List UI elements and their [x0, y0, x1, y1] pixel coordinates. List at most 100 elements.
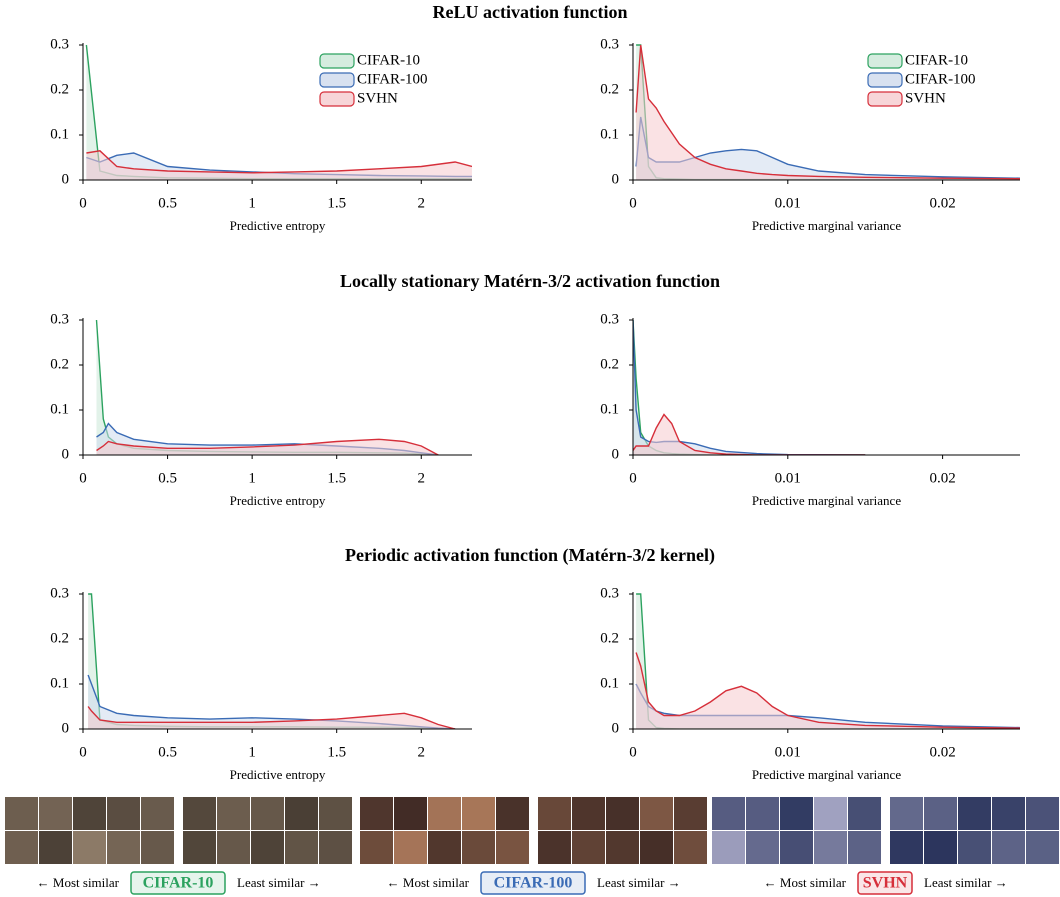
dataset-name: CIFAR-100 [494, 875, 573, 892]
thumbnail [958, 831, 991, 864]
legend-label: SVHN [357, 90, 398, 106]
x-tick-label: 0.02 [929, 744, 955, 760]
thumbnail [462, 831, 495, 864]
thumbnail [319, 831, 352, 864]
y-tick-label: 0.2 [600, 81, 619, 97]
thumbnail [848, 831, 881, 864]
x-tick-label: 1 [248, 195, 256, 211]
thumbnail [606, 831, 639, 864]
x-axis-label: Predictive marginal variance [752, 218, 901, 233]
y-tick-label: 0.3 [50, 585, 69, 601]
x-tick-label: 0 [79, 744, 87, 760]
thumbnail [73, 797, 106, 830]
y-tick-label: 0 [612, 720, 620, 736]
y-tick-label: 0.1 [50, 126, 69, 142]
thumbnail [39, 797, 72, 830]
area [636, 594, 1020, 729]
dataset-box [130, 871, 226, 895]
least-similar: Least similar → [237, 875, 321, 890]
x-tick-label: 0 [79, 195, 87, 211]
y-tick-label: 0.3 [600, 311, 619, 327]
thumbnail [674, 797, 707, 830]
x-axis-label: Predictive marginal variance [752, 493, 901, 508]
dataset-name: CIFAR-10 [143, 875, 214, 892]
area [636, 45, 1020, 180]
plot [633, 319, 866, 455]
x-tick-label: 0.01 [775, 470, 801, 486]
area [96, 439, 439, 455]
thumbnail [890, 831, 923, 864]
least-similar: Least similar → [924, 875, 1008, 890]
thumbnail [462, 797, 495, 830]
x-axis-label: Predictive entropy [230, 493, 326, 508]
line [95, 319, 439, 455]
thumbnail [285, 797, 318, 830]
thumbnail [890, 797, 923, 830]
thumbnail [640, 797, 673, 830]
thumbnail [674, 831, 707, 864]
x-tick-label: 1 [248, 744, 256, 760]
thumbnail [1026, 831, 1059, 864]
plot [87, 593, 456, 729]
x-tick-label: 2 [418, 470, 426, 486]
area [633, 414, 866, 455]
x-tick-label: 0.5 [158, 195, 177, 211]
legend-swatch [319, 91, 355, 107]
legend-label: SVHN [905, 90, 946, 106]
y-tick-label: 0 [62, 171, 70, 187]
thumbnail [572, 797, 605, 830]
thumbnail [496, 797, 529, 830]
line [87, 706, 456, 729]
x-axis-label: Predictive entropy [230, 767, 326, 782]
y-tick-label: 0.1 [600, 675, 619, 691]
thumbnail [141, 831, 174, 864]
thumbnail [640, 831, 673, 864]
x-tick-label: 2 [418, 744, 426, 760]
thumbnail [39, 831, 72, 864]
most-similar: ← Most similar [37, 875, 120, 890]
y-tick-label: 0 [62, 720, 70, 736]
x-tick-label: 0.02 [929, 195, 955, 211]
thumbnail [538, 797, 571, 830]
x-tick-label: 0.02 [929, 470, 955, 486]
y-tick-label: 0 [612, 171, 620, 187]
area [88, 594, 456, 729]
thumbnail [217, 797, 250, 830]
line [96, 438, 439, 455]
legend-swatch [867, 72, 903, 88]
y-tick-label: 0.3 [600, 36, 619, 52]
x-tick-label: 1.5 [327, 744, 346, 760]
line [636, 593, 1020, 729]
legend-swatch [867, 53, 903, 69]
area [86, 150, 472, 180]
thumbnail [712, 831, 745, 864]
line [635, 652, 1020, 729]
thumbnail [183, 831, 216, 864]
y-tick-label: 0 [612, 446, 620, 462]
y-tick-label: 0.2 [600, 630, 619, 646]
legend-label: CIFAR-10 [905, 52, 968, 68]
thumbnail [5, 831, 38, 864]
x-axis-label: Predictive entropy [230, 218, 326, 233]
least-similar: Least similar → [597, 875, 681, 890]
dataset-box [857, 871, 913, 895]
y-tick-label: 0.1 [600, 126, 619, 142]
x-tick-label: 1.5 [327, 470, 346, 486]
thumbnail [394, 831, 427, 864]
y-tick-label: 0.2 [600, 356, 619, 372]
thumbnail [712, 797, 745, 830]
thumbnail [496, 831, 529, 864]
thumbnail [360, 797, 393, 830]
section-title: Periodic activation function (Matérn-3/2… [345, 545, 715, 566]
thumbnail [5, 797, 38, 830]
x-tick-label: 0 [79, 470, 87, 486]
thumbnail [992, 831, 1025, 864]
thumbnail [394, 797, 427, 830]
thumbnail [606, 797, 639, 830]
area [96, 320, 439, 455]
y-tick-label: 0.3 [50, 36, 69, 52]
dataset-name: SVHN [863, 875, 908, 892]
plot [635, 593, 1020, 729]
y-tick-label: 0.3 [600, 585, 619, 601]
thumbnail [746, 831, 779, 864]
